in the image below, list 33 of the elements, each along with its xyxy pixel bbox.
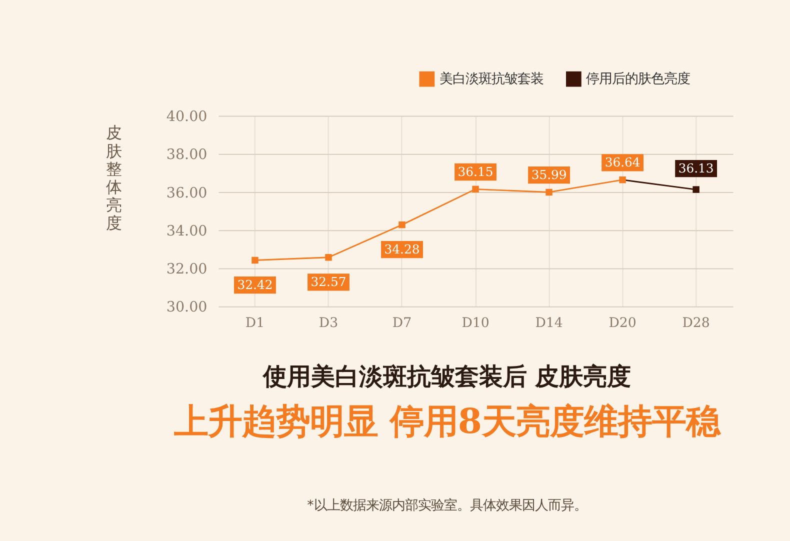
y-tick-label: 36.00: [166, 185, 208, 202]
y-tick-label: 38.00: [166, 147, 208, 164]
x-tick-label: D28: [682, 316, 710, 331]
data-label: 32.57: [310, 274, 346, 289]
point: [619, 176, 626, 184]
point: [472, 186, 479, 193]
data-label: 35.99: [531, 168, 567, 182]
point: [692, 186, 700, 193]
y-tick-label: 40.00: [166, 109, 208, 126]
point: [325, 254, 332, 261]
x-tick-label: D10: [462, 316, 490, 331]
y-tick-label: 34.00: [166, 223, 208, 240]
text: 上升趋势明显 停用8天亮度维持平稳: [173, 402, 721, 442]
point: [252, 256, 258, 264]
point: [546, 188, 552, 196]
x-tick-label: D14: [535, 316, 563, 331]
x-tick-label: D20: [608, 316, 636, 331]
y-axis-title: 皮肤整体亮度: [106, 123, 122, 233]
x-tick-label: D1: [245, 316, 265, 331]
data-label: 36.64: [604, 155, 640, 170]
point: [398, 221, 406, 228]
y-tick-label: 30.00: [166, 300, 208, 316]
x-tick-label: D7: [392, 316, 412, 331]
legend-label: 美白淡斑抗皱套装: [439, 70, 544, 87]
x-tick-label: D3: [318, 316, 338, 331]
data-label: 32.42: [237, 278, 273, 292]
data-label: 36.13: [678, 161, 714, 176]
data-label: 34.28: [384, 242, 420, 256]
text: 使用美白淡斑抗皱套装后 皮肤亮度: [262, 362, 632, 391]
y-tick-label: 32.00: [166, 262, 208, 278]
data-label: 36.15: [458, 164, 494, 179]
text: *以上数据来源内部实验室。具体效果因人而异。: [307, 497, 587, 514]
legend-label: 停用后的肤色亮度: [586, 70, 690, 87]
